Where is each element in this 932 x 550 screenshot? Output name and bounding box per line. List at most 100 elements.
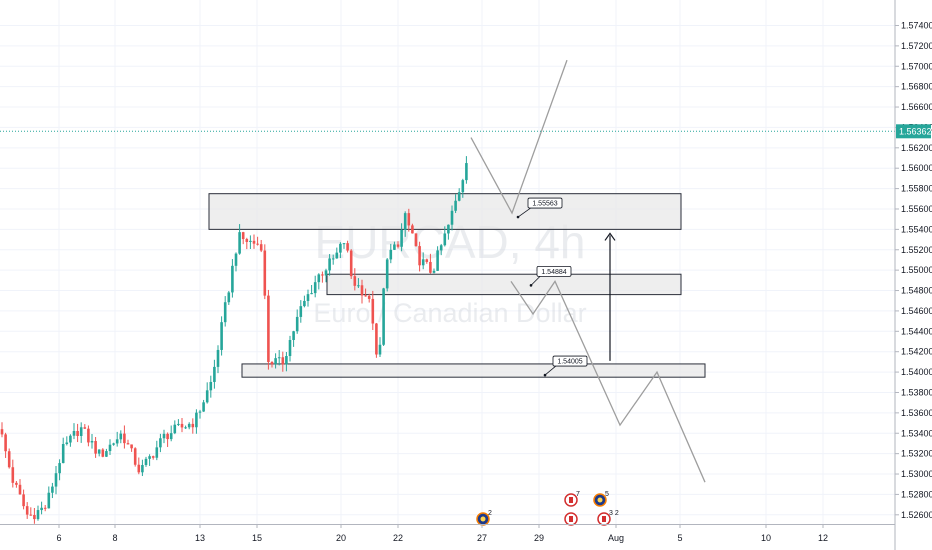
- y-tick-label: 1.55200: [901, 245, 932, 255]
- candle: [162, 429, 166, 444]
- candle: [245, 237, 249, 250]
- candle: [15, 481, 18, 488]
- y-tick-label: 1.57400: [901, 20, 932, 30]
- candle: [436, 246, 439, 272]
- bearish-path[interactable]: [510, 280, 706, 483]
- candle: [277, 350, 281, 366]
- candle: [414, 233, 418, 247]
- x-tick-label: Aug: [608, 533, 624, 543]
- candle: [11, 459, 15, 488]
- event-icon-cad[interactable]: [564, 512, 578, 526]
- candle: [288, 335, 292, 362]
- candle: [130, 444, 133, 452]
- candle: [105, 448, 108, 457]
- candle: [61, 437, 65, 464]
- event-icon-eur[interactable]: 2: [476, 510, 492, 526]
- candle: [295, 309, 299, 334]
- candle: [216, 345, 220, 374]
- current-price-label: 1.56362: [899, 126, 932, 136]
- candle: [252, 234, 256, 249]
- candle: [123, 425, 126, 449]
- candle: [76, 423, 79, 443]
- candle: [346, 240, 349, 253]
- candle: [83, 424, 87, 430]
- description-watermark: Euro / Canadian Dollar: [313, 298, 586, 328]
- candle: [443, 226, 447, 247]
- candle: [18, 479, 22, 495]
- event-badge: 2: [488, 510, 492, 517]
- candle: [137, 457, 141, 475]
- candle: [87, 425, 90, 447]
- zone-label-3[interactable]: 1.54005: [543, 355, 588, 377]
- candle: [292, 330, 295, 347]
- candle: [115, 431, 119, 447]
- candle: [119, 430, 123, 444]
- y-tick-label: 1.54400: [901, 326, 932, 336]
- candle: [202, 399, 205, 412]
- x-tick-label: 6: [56, 533, 61, 543]
- candle: [425, 258, 429, 264]
- bullish-path[interactable]: [470, 59, 568, 215]
- y-tick-label: 1.55800: [901, 184, 932, 194]
- candle: [94, 436, 97, 458]
- candles: [0, 156, 468, 524]
- candle: [378, 337, 382, 358]
- candle: [432, 268, 436, 274]
- zone-label-text: 1.54005: [557, 359, 582, 366]
- event-icon-eur[interactable]: 5: [593, 491, 609, 507]
- candle: [177, 419, 180, 427]
- candle: [220, 316, 223, 356]
- candle: [429, 253, 432, 274]
- candle: [169, 425, 173, 442]
- zone-3[interactable]: [241, 363, 706, 378]
- candle: [79, 422, 83, 443]
- x-tick-label: 27: [477, 533, 487, 543]
- zone-1[interactable]: [208, 193, 682, 230]
- y-tick-label: 1.54000: [901, 367, 932, 377]
- candle: [324, 268, 328, 283]
- candle: [371, 290, 375, 331]
- candle: [25, 502, 29, 519]
- candle: [205, 382, 209, 404]
- candle: [331, 254, 335, 265]
- event-badge: 5: [605, 491, 609, 498]
- candle: [29, 507, 33, 516]
- y-tick-label: 1.55400: [901, 224, 932, 234]
- y-tick-label: 1.55600: [901, 204, 932, 214]
- candle: [22, 489, 25, 510]
- y-tick-label: 1.54800: [901, 286, 932, 296]
- candle: [281, 351, 285, 372]
- candle: [47, 486, 51, 509]
- candle: [65, 436, 69, 446]
- candle: [382, 287, 385, 346]
- candle: [223, 296, 227, 327]
- zone-label-1[interactable]: 1.55563: [516, 197, 563, 219]
- candle: [133, 447, 137, 467]
- candle: [234, 252, 238, 272]
- zone-2[interactable]: [326, 273, 682, 296]
- candle: [349, 249, 353, 279]
- candle: [148, 454, 151, 466]
- candle: [144, 456, 148, 467]
- candle: [36, 505, 40, 521]
- candle: [101, 448, 105, 458]
- zone-label-2[interactable]: 1.54884: [529, 265, 572, 287]
- candle: [450, 205, 454, 231]
- x-tick-label: 20: [336, 533, 346, 543]
- candle: [353, 268, 357, 291]
- candle: [54, 466, 58, 495]
- candle: [403, 211, 407, 237]
- y-tick-label: 1.54200: [901, 347, 932, 357]
- candle: [141, 459, 144, 477]
- y-tick-label: 1.55000: [901, 265, 932, 275]
- event-icon-cad[interactable]: 7: [564, 491, 580, 507]
- candle: [274, 353, 277, 369]
- candle: [270, 361, 274, 368]
- event-badge: 7: [576, 491, 580, 498]
- candle: [126, 439, 130, 445]
- candle: [33, 508, 36, 524]
- candle: [439, 243, 443, 256]
